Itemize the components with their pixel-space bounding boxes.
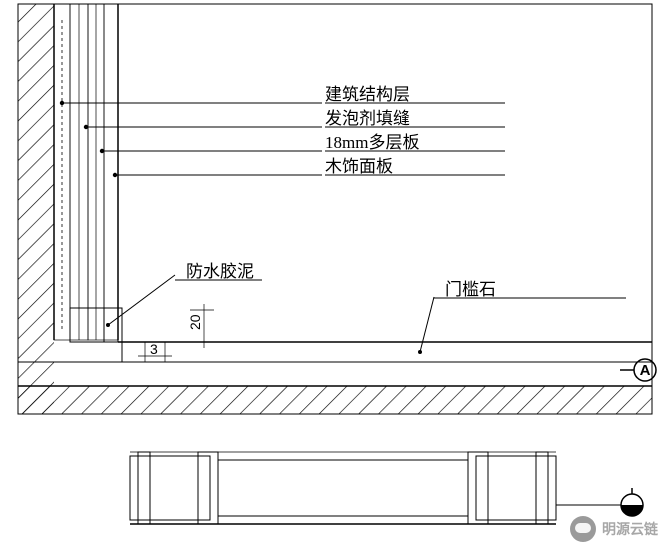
- plan-marker: [621, 488, 643, 516]
- leader-threshold: [420, 297, 434, 352]
- section-frame: [18, 4, 652, 414]
- concrete-floor: [18, 362, 652, 386]
- labels-group: 建筑结构层发泡剂填缝 18mm多层板木饰面板防水胶泥门槛石: [186, 85, 505, 299]
- layer-label-3: 木饰面板: [325, 157, 393, 176]
- marker-a-text: A: [640, 362, 651, 379]
- label-threshold: 门槛石: [445, 280, 496, 299]
- wall-structure-hatch: [18, 4, 54, 414]
- watermark: 明源云链: [570, 516, 658, 542]
- layer-label-1: 发泡剂填缝: [325, 109, 410, 128]
- watermark-icon: [570, 516, 596, 542]
- layer-label-0: 建筑结构层: [325, 85, 410, 104]
- plan-view: [130, 452, 643, 524]
- dim-20-text: 20: [187, 314, 203, 330]
- dim-3-text: 3: [150, 341, 158, 357]
- layer-label-2: 18mm多层板: [325, 133, 419, 152]
- plan-threshold-stone: [218, 460, 468, 516]
- sealant-block: [70, 308, 118, 342]
- watermark-text: 明源云链: [602, 519, 658, 539]
- slab-structure-hatch: [18, 386, 652, 414]
- dim-3: 3: [138, 341, 172, 362]
- finish-layer: [104, 4, 118, 340]
- drawing-canvas: 3 20 建筑结构层发泡剂填缝 18mm多层板木饰面板防水胶泥门槛石 A: [0, 0, 666, 556]
- threshold-stone-section: [122, 342, 652, 362]
- layer-leaders: [60, 101, 322, 177]
- label-sealant: 防水胶泥: [186, 262, 254, 281]
